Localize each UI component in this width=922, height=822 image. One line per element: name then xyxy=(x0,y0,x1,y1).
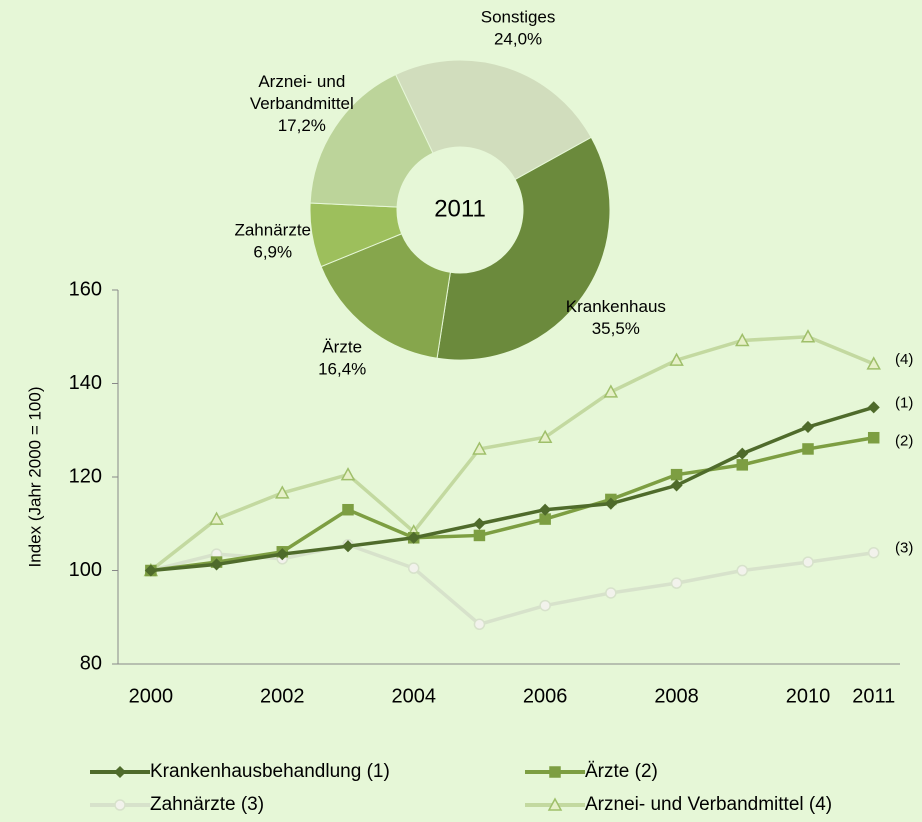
donut-segment xyxy=(309,73,434,208)
legend-label: Arznei- und Verbandmittel (4) xyxy=(585,794,832,815)
legend-label: Ärzte (2) xyxy=(585,761,658,782)
marker xyxy=(539,599,551,612)
marker xyxy=(605,587,617,599)
legend-label: Zahnärzte (3) xyxy=(150,794,264,815)
donut-label: Arznei- und xyxy=(258,72,345,91)
marker xyxy=(736,564,749,577)
series-end-label: (2) xyxy=(895,433,913,450)
x-tick-label: 2006 xyxy=(523,685,568,707)
marker xyxy=(340,467,356,481)
x-tick-label: 2008 xyxy=(654,685,699,707)
marker xyxy=(341,540,355,553)
y-tick-label: 100 xyxy=(69,559,102,581)
marker xyxy=(473,529,486,542)
marker xyxy=(547,797,563,811)
marker xyxy=(736,459,749,471)
donut-label: Ärzte xyxy=(322,338,362,357)
legend-label: Krankenhausbehandlung (1) xyxy=(150,761,390,782)
marker xyxy=(114,799,126,811)
series-end-label: (4) xyxy=(895,351,913,368)
marker xyxy=(866,356,881,370)
y-tick-label: 120 xyxy=(69,465,102,487)
donut-label: Zahnärzte xyxy=(234,221,311,240)
marker xyxy=(603,384,619,398)
series-end-label: (1) xyxy=(895,394,913,411)
donut-value-label: 24,0% xyxy=(494,30,542,49)
marker xyxy=(275,485,290,499)
marker xyxy=(801,420,815,434)
x-tick-label: 2004 xyxy=(391,685,436,707)
marker xyxy=(802,443,814,455)
donut-value-label: 6,9% xyxy=(253,243,292,262)
marker xyxy=(735,332,750,347)
marker xyxy=(210,558,223,571)
marker xyxy=(669,352,684,366)
marker xyxy=(209,511,224,525)
marker xyxy=(670,468,683,481)
marker xyxy=(342,503,354,516)
y-tick-label: 80 xyxy=(80,652,102,674)
donut-center-label: 2011 xyxy=(434,195,486,222)
marker xyxy=(604,497,617,510)
marker xyxy=(802,556,814,568)
donut-label: Sonstiges xyxy=(481,8,556,27)
marker xyxy=(473,517,486,530)
marker xyxy=(472,441,487,455)
donut-segment xyxy=(436,136,611,361)
marker xyxy=(736,447,749,460)
marker xyxy=(867,431,880,444)
marker xyxy=(473,618,486,631)
donut-segment xyxy=(394,59,592,181)
marker xyxy=(549,766,561,778)
marker xyxy=(539,503,552,516)
y-tick-label: 140 xyxy=(69,372,102,394)
y-axis-label: Index (Jahr 2000 = 100) xyxy=(25,387,44,568)
marker xyxy=(537,429,553,444)
series-line xyxy=(150,542,874,627)
donut-value-label: 17,2% xyxy=(278,116,326,135)
x-tick-label: 2011 xyxy=(852,685,895,707)
donut-label: Verbandmittel xyxy=(250,94,354,113)
marker xyxy=(867,401,880,414)
marker xyxy=(407,531,420,544)
marker xyxy=(407,562,420,574)
marker xyxy=(670,479,683,492)
donut-segment xyxy=(320,233,451,359)
marker xyxy=(867,546,880,559)
x-tick-label: 2010 xyxy=(786,685,831,707)
x-tick-label: 2000 xyxy=(129,685,174,707)
series-line xyxy=(150,405,875,573)
marker xyxy=(276,548,289,561)
marker xyxy=(144,564,157,577)
donut-value-label: 35,5% xyxy=(592,319,640,338)
marker xyxy=(800,329,816,343)
x-tick-label: 2002 xyxy=(260,685,305,707)
marker xyxy=(113,765,127,779)
series-line xyxy=(150,436,875,573)
marker xyxy=(670,577,683,589)
series-line xyxy=(149,334,875,572)
donut-label: Krankenhaus xyxy=(566,297,666,316)
donut-value-label: 16,4% xyxy=(318,360,366,379)
series-end-label: (3) xyxy=(895,540,913,557)
y-tick-label: 160 xyxy=(69,278,102,300)
